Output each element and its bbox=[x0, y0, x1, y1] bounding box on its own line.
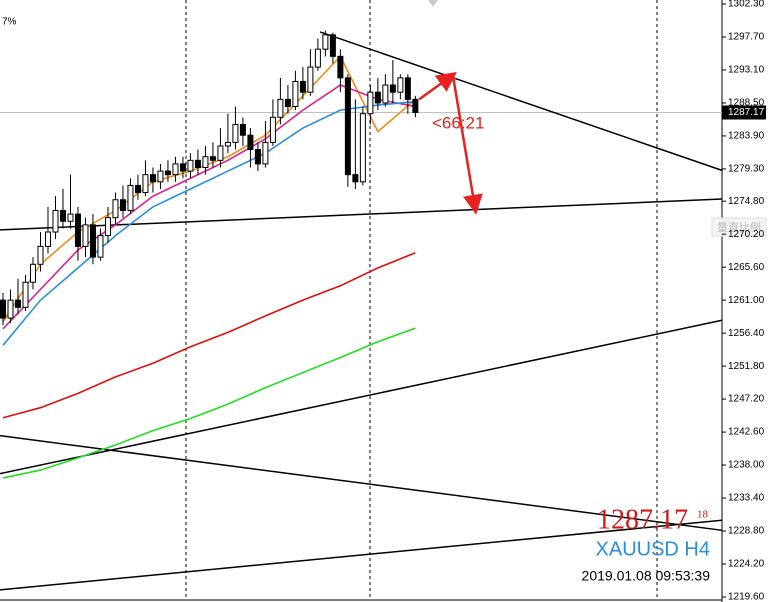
candle-body bbox=[22, 281, 29, 308]
moving-average bbox=[2, 252, 416, 419]
candle-body bbox=[284, 98, 291, 108]
candle-body bbox=[307, 66, 314, 93]
candle-body bbox=[104, 217, 111, 237]
candle-body bbox=[322, 34, 329, 50]
candle-body bbox=[262, 141, 269, 165]
price-box-label: 1287.17 bbox=[728, 107, 765, 118]
y-tick-label: 1247.20 bbox=[728, 394, 765, 405]
y-tick-label: 1274.80 bbox=[728, 196, 765, 207]
candle-body bbox=[82, 224, 89, 247]
candle-body bbox=[134, 184, 141, 194]
candle-body bbox=[157, 170, 164, 183]
candle-body bbox=[299, 80, 306, 93]
candle-body bbox=[412, 98, 419, 113]
scale-button[interactable]: 量直比例 bbox=[711, 217, 767, 237]
candle-body bbox=[254, 149, 261, 165]
candle-body bbox=[194, 159, 201, 168]
moving-average bbox=[2, 54, 416, 323]
period-separators bbox=[185, 0, 658, 600]
candle-body bbox=[202, 156, 209, 168]
arrow bbox=[451, 74, 483, 215]
y-tick-label: 1288.50 bbox=[728, 98, 765, 109]
timestamp: 2019.01.08 09:53:39 bbox=[582, 568, 711, 584]
y-tick-label: 1279.30 bbox=[728, 164, 765, 175]
candle-body bbox=[239, 123, 246, 136]
y-tick-label: 1238.00 bbox=[728, 460, 765, 471]
candle-body bbox=[74, 213, 81, 247]
y-tick-label: 1219.60 bbox=[728, 592, 765, 602]
button-label[interactable]: 量直比例 bbox=[717, 220, 761, 234]
candle-body bbox=[397, 77, 404, 93]
corner-text: 7% bbox=[2, 17, 17, 28]
candle-body bbox=[344, 77, 351, 176]
candle-body bbox=[352, 174, 359, 183]
trendline bbox=[0, 434, 723, 532]
candle-body bbox=[52, 210, 59, 233]
trendline bbox=[0, 519, 723, 591]
candle-body bbox=[404, 77, 411, 100]
candle-body bbox=[187, 159, 194, 172]
price-box bbox=[722, 105, 766, 120]
candle-body bbox=[269, 116, 276, 143]
candle-body bbox=[179, 163, 186, 172]
y-tick-label: 1297.70 bbox=[728, 32, 765, 43]
y-tick-label: 1228.80 bbox=[728, 526, 765, 537]
candle-body bbox=[149, 174, 156, 183]
button-frame[interactable] bbox=[711, 217, 767, 237]
candle-body bbox=[247, 134, 254, 151]
symbol: XAUUSD H4 bbox=[596, 538, 710, 560]
candle-body bbox=[217, 145, 224, 161]
price-extra-digits: 18 bbox=[697, 509, 709, 521]
trendline bbox=[319, 31, 723, 172]
y-tick-label: 1256.40 bbox=[728, 328, 765, 339]
candle-body bbox=[164, 170, 171, 176]
candle-body bbox=[0, 299, 6, 319]
candle-body bbox=[127, 184, 134, 212]
candle-body bbox=[142, 174, 149, 194]
trendline bbox=[0, 198, 723, 231]
candle-body bbox=[382, 84, 389, 104]
y-tick-label: 1293.10 bbox=[728, 65, 765, 76]
candle-body bbox=[37, 245, 44, 265]
candle-body bbox=[119, 199, 126, 212]
candle-body bbox=[89, 224, 96, 258]
y-tick-label: 1233.40 bbox=[728, 493, 765, 504]
candle-body bbox=[292, 80, 299, 108]
candle-body bbox=[67, 213, 74, 222]
shift-marker bbox=[428, 0, 438, 7]
y-tick-label: 1242.60 bbox=[728, 427, 765, 438]
candle-body bbox=[7, 299, 14, 319]
candle-body bbox=[97, 235, 104, 258]
candle-body bbox=[374, 91, 381, 104]
y-tick-label: 1270.20 bbox=[728, 229, 765, 240]
y-tick-label: 1302.30 bbox=[728, 0, 765, 10]
candle-body bbox=[389, 84, 396, 93]
candle-body bbox=[209, 156, 216, 161]
candle-body bbox=[367, 91, 374, 115]
y-tick-label: 1265.60 bbox=[728, 262, 765, 273]
annotation: <66:21 bbox=[432, 113, 484, 132]
y-tick-label: 1224.20 bbox=[728, 559, 765, 570]
candle-body bbox=[337, 55, 344, 79]
arrow bbox=[418, 72, 457, 101]
candle-body bbox=[359, 113, 366, 183]
candle-body bbox=[224, 141, 231, 147]
y-tick-label: 1283.90 bbox=[728, 131, 765, 142]
y-tick-label: 1261.00 bbox=[728, 295, 765, 306]
trendline bbox=[0, 319, 723, 475]
big-price: 1287.17 bbox=[597, 504, 688, 535]
candle-body bbox=[29, 263, 36, 283]
y-tick-label: 1251.80 bbox=[728, 361, 765, 372]
candle-body bbox=[277, 98, 284, 118]
candle-body bbox=[112, 199, 119, 219]
candle-body bbox=[314, 48, 321, 68]
candle-body bbox=[59, 210, 66, 222]
candle-body bbox=[44, 231, 51, 247]
candle-body bbox=[172, 163, 179, 176]
candle-body bbox=[232, 123, 239, 143]
candle-body bbox=[329, 34, 336, 57]
moving-average bbox=[2, 327, 416, 479]
candle-body bbox=[14, 299, 21, 308]
